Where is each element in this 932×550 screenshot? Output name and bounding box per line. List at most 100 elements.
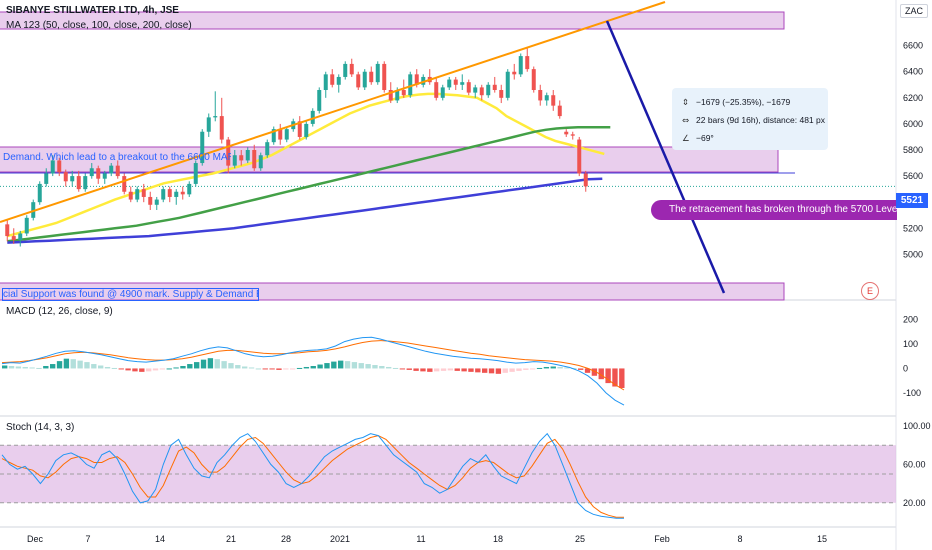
macd-histogram-bar xyxy=(454,368,460,371)
macd-histogram-bar xyxy=(612,368,618,387)
ma-legend[interactable]: MA 123 (50, close, 100, close, 200, clos… xyxy=(6,20,192,31)
candle-body xyxy=(525,56,530,70)
macd-histogram-bar xyxy=(372,365,378,369)
candle-body xyxy=(583,173,588,187)
candle-body xyxy=(460,82,465,85)
candle-body xyxy=(76,176,81,190)
candle-body xyxy=(297,121,302,137)
candle-body xyxy=(356,74,361,88)
candle-body xyxy=(531,69,536,90)
candle xyxy=(232,150,237,169)
candle xyxy=(18,230,23,247)
currency-button[interactable]: ZAC xyxy=(900,4,928,18)
macd-histogram-bar xyxy=(584,368,591,373)
descending-trendline xyxy=(605,20,726,294)
macd-histogram-bar xyxy=(482,368,488,373)
price-tick-label: 6200 xyxy=(903,93,923,103)
macd-histogram-bar xyxy=(420,368,426,372)
candle xyxy=(382,61,387,93)
candle xyxy=(310,108,315,127)
candle xyxy=(5,220,10,242)
macd-histogram-bar xyxy=(194,362,200,369)
macd-histogram-bar xyxy=(324,363,330,369)
candle xyxy=(122,173,127,195)
retracement-callout[interactable]: The retracement has broken through the 5… xyxy=(651,200,897,220)
macd-histogram-bar xyxy=(118,368,124,370)
macd-histogram-bar xyxy=(543,366,550,369)
macd-histogram-bar xyxy=(351,362,358,369)
macd-histogram-bar xyxy=(619,368,625,388)
candle-body xyxy=(479,87,484,96)
macd-histogram-bar xyxy=(523,368,529,370)
candle xyxy=(252,144,257,171)
macd-histogram-bar xyxy=(43,366,49,369)
macd-histogram-bar xyxy=(8,366,15,369)
symbol-title[interactable]: SIBANYE STILLWATER LTD, 4h, JSE xyxy=(6,5,179,16)
candle xyxy=(70,170,75,187)
candle-body xyxy=(37,183,42,203)
macd-histogram-bar xyxy=(15,366,22,369)
macd-tick-label: -100 xyxy=(903,388,921,398)
candle-body xyxy=(473,87,478,93)
candle-body xyxy=(499,90,504,98)
macd-histogram-bar xyxy=(98,365,104,369)
macd-histogram-bar xyxy=(331,361,337,369)
candle-body xyxy=(538,90,543,101)
candle-body xyxy=(317,90,322,111)
candle xyxy=(525,48,530,72)
candle-body xyxy=(11,236,16,240)
candle-body xyxy=(115,165,120,177)
stoch-legend[interactable]: Stoch (14, 3, 3) xyxy=(6,422,75,433)
measure-price-line: −1679 (−25.35%), −1679 xyxy=(696,97,791,107)
macd-histogram-bar xyxy=(70,359,76,369)
candle xyxy=(245,147,250,164)
candle-body xyxy=(44,173,49,184)
candle xyxy=(206,113,211,137)
macd-line xyxy=(1,336,625,406)
macd-histogram-bar xyxy=(475,368,481,373)
candle xyxy=(349,58,354,77)
candle-body xyxy=(187,183,192,195)
candle xyxy=(486,82,491,98)
support-zone-label: cial Support was found @ 4900 mark. Supp… xyxy=(2,288,259,301)
candle xyxy=(570,131,575,140)
candle xyxy=(356,71,361,90)
candle-body xyxy=(362,71,367,88)
time-tick-label: 7 xyxy=(85,534,90,544)
candle xyxy=(128,186,133,203)
macd-histogram-bar xyxy=(36,367,42,369)
measure-tooltip: ⇕ −1679 (−25.35%), −1679 ⇔ 22 bars (9d 16h… xyxy=(672,88,828,150)
candle xyxy=(265,139,270,158)
candle-body xyxy=(544,95,549,101)
stoch-k-line xyxy=(1,432,624,519)
ma200-line xyxy=(7,177,603,244)
candle xyxy=(518,53,523,77)
candle xyxy=(577,136,582,177)
candle xyxy=(447,76,452,90)
price-range-icon: ⇕ xyxy=(682,98,690,108)
earnings-event-marker[interactable]: E xyxy=(861,282,879,300)
macd-histogram-bar xyxy=(166,368,172,370)
candle-body xyxy=(180,191,185,195)
candle-body xyxy=(336,76,341,85)
candle xyxy=(375,61,380,85)
candle-body xyxy=(401,90,406,96)
macd-histogram-bar xyxy=(207,358,214,369)
candle-body xyxy=(304,123,309,137)
macd-tick-label: 200 xyxy=(903,315,918,325)
candle xyxy=(408,71,413,98)
candle xyxy=(421,74,426,88)
candle-body xyxy=(96,168,101,179)
macd-histogram-bar xyxy=(214,359,220,369)
macd-histogram-bar xyxy=(502,368,508,373)
candle-body xyxy=(518,56,523,75)
price-tick-label: 6400 xyxy=(903,67,923,77)
candle xyxy=(37,181,42,205)
candle xyxy=(271,126,276,145)
candle-body xyxy=(57,160,62,173)
candle xyxy=(278,123,283,145)
candle-body xyxy=(440,87,445,98)
macd-legend[interactable]: MACD (12, 26, close, 9) xyxy=(6,306,113,317)
macd-histogram-bar xyxy=(200,359,207,369)
